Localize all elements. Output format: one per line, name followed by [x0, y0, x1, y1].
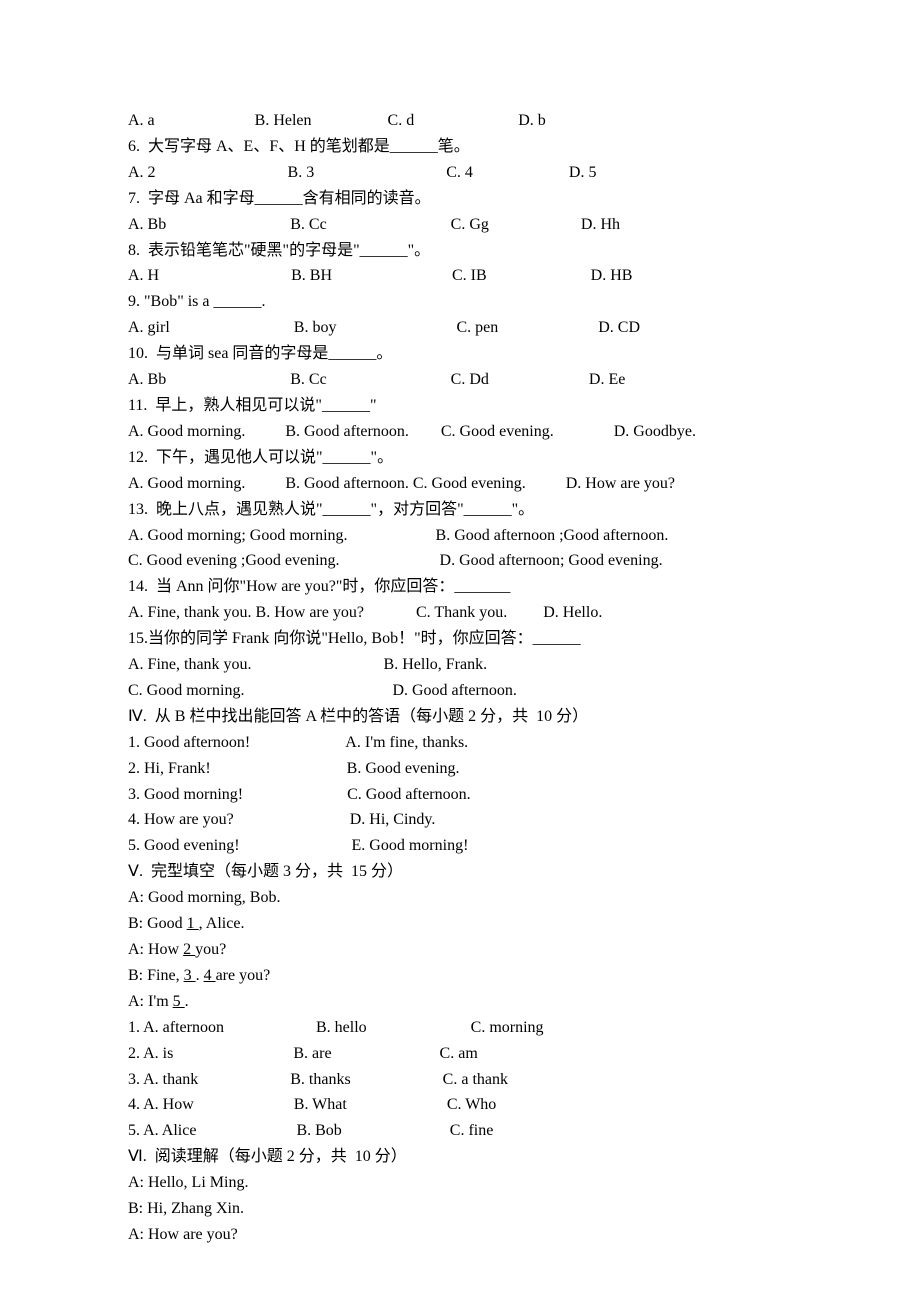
q13-choices-2: C. Good evening ;Good evening. D. Good a… [128, 548, 792, 574]
q10-choices: A. Bb B. Cc C. Dd D. Ee [128, 367, 792, 393]
text: B: Fine, [128, 967, 184, 984]
section-4-item-2: 2. Hi, Frank! B. Good evening. [128, 756, 792, 782]
section-4-item-3: 3. Good morning! C. Good afternoon. [128, 782, 792, 808]
section-4-item-1: 1. Good afternoon! A. I'm fine, thanks. [128, 730, 792, 756]
section-5-q1: 1. A. afternoon B. hello C. morning [128, 1015, 792, 1041]
text: A: How [128, 941, 183, 958]
section-5-dialogue-3: A: How 2 you? [128, 937, 792, 963]
q6-stem: 6. 大写字母 A、E、F、H 的笔划都是______笔。 [128, 134, 792, 160]
section-5-q4: 4. A. How B. What C. Who [128, 1092, 792, 1118]
text: A: I'm [128, 993, 173, 1010]
section-4-item-4: 4. How are you? D. Hi, Cindy. [128, 807, 792, 833]
section-5-dialogue-1: A: Good morning, Bob. [128, 885, 792, 911]
q8-stem: 8. 表示铅笔笔芯"硬黑"的字母是"______"。 [128, 238, 792, 264]
q13-choices-1: A. Good morning; Good morning. B. Good a… [128, 523, 792, 549]
blank-1: 1 [187, 915, 199, 932]
q9-choices: A. girl B. boy C. pen D. CD [128, 315, 792, 341]
q9-stem: 9. "Bob" is a ______. [128, 289, 792, 315]
q12-choices: A. Good morning. B. Good afternoon. C. G… [128, 471, 792, 497]
text: B: Good [128, 915, 187, 932]
worksheet-page: A. a B. Helen C. d D. b 6. 大写字母 A、E、F、H … [0, 0, 920, 1308]
text: , Alice. [199, 915, 245, 932]
q15-stem: 15.当你的同学 Frank 向你说"Hello, Bob！"时，你应回答：__… [128, 626, 792, 652]
blank-3: 3 [184, 967, 196, 984]
q14-stem: 14. 当 Ann 问你"How are you?"时，你应回答：_______ [128, 574, 792, 600]
section-5-q2: 2. A. is B. are C. am [128, 1041, 792, 1067]
section-5-dialogue-2: B: Good 1 , Alice. [128, 911, 792, 937]
text: . [185, 993, 189, 1010]
q8-choices: A. H B. BH C. IB D. HB [128, 263, 792, 289]
text: are you? [216, 967, 271, 984]
section-6-line-2: B: Hi, Zhang Xin. [128, 1196, 792, 1222]
q13-stem: 13. 晚上八点，遇见熟人说"______"，对方回答"______"。 [128, 497, 792, 523]
q10-stem: 10. 与单词 sea 同音的字母是______。 [128, 341, 792, 367]
q5-choices: A. a B. Helen C. d D. b [128, 108, 792, 134]
section-6-line-3: A: How are you? [128, 1222, 792, 1248]
section-5-dialogue-5: A: I'm 5 . [128, 989, 792, 1015]
q15-choices-1: A. Fine, thank you. B. Hello, Frank. [128, 652, 792, 678]
blank-4: 4 [204, 967, 216, 984]
section-5-q3: 3. A. thank B. thanks C. a thank [128, 1067, 792, 1093]
section-5-q5: 5. A. Alice B. Bob C. fine [128, 1118, 792, 1144]
q7-choices: A. Bb B. Cc C. Gg D. Hh [128, 212, 792, 238]
section-6-title: Ⅵ. 阅读理解（每小题 2 分，共 10 分） [128, 1144, 792, 1170]
q12-stem: 12. 下午，遇见他人可以说"______"。 [128, 445, 792, 471]
q14-choices: A. Fine, thank you. B. How are you? C. T… [128, 600, 792, 626]
q6-choices: A. 2 B. 3 C. 4 D. 5 [128, 160, 792, 186]
section-6-line-1: A: Hello, Li Ming. [128, 1170, 792, 1196]
q11-choices: A. Good morning. B. Good afternoon. C. G… [128, 419, 792, 445]
section-4-title: Ⅳ. 从 B 栏中找出能回答 A 栏中的答语（每小题 2 分，共 10 分） [128, 704, 792, 730]
section-5-title: Ⅴ. 完型填空（每小题 3 分，共 15 分） [128, 859, 792, 885]
section-4-item-5: 5. Good evening! E. Good morning! [128, 833, 792, 859]
q11-stem: 11. 早上，熟人相见可以说"______" [128, 393, 792, 419]
blank-5: 5 [173, 993, 185, 1010]
text: . [196, 967, 204, 984]
section-5-dialogue-4: B: Fine, 3 . 4 are you? [128, 963, 792, 989]
text: you? [195, 941, 226, 958]
q15-choices-2: C. Good morning. D. Good afternoon. [128, 678, 792, 704]
blank-2: 2 [183, 941, 195, 958]
q7-stem: 7. 字母 Aa 和字母______含有相同的读音。 [128, 186, 792, 212]
